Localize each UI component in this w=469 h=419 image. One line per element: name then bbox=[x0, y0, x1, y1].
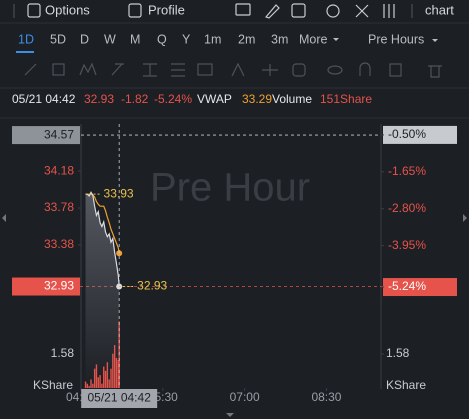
tool-text[interactable] bbox=[197, 63, 213, 76]
volume-bar bbox=[90, 379, 92, 388]
timeframe-tab[interactable]: Pre Hours bbox=[368, 32, 424, 46]
watermark: Pre Hour bbox=[150, 166, 310, 210]
timeframe-tab[interactable]: 2m bbox=[238, 32, 255, 46]
options-button[interactable]: Options bbox=[45, 2, 90, 17]
compare-icon[interactable] bbox=[291, 3, 306, 18]
series-line bbox=[85, 191, 120, 287]
tool-ray[interactable] bbox=[111, 63, 124, 76]
volume-bar bbox=[117, 360, 119, 388]
layout-icon[interactable] bbox=[383, 4, 395, 18]
tool-lock[interactable] bbox=[389, 63, 402, 77]
vwap-point bbox=[116, 250, 123, 257]
volume-bar bbox=[106, 362, 109, 388]
info-volume-label: Volume bbox=[272, 92, 312, 106]
volume-unit: KShare bbox=[33, 378, 73, 392]
tool-wave[interactable] bbox=[79, 62, 97, 76]
volume-bar bbox=[112, 353, 114, 388]
info-vwap-label: VWAP bbox=[197, 92, 232, 106]
tool-eye[interactable] bbox=[327, 65, 343, 75]
y2-tick-label: -1.65% bbox=[388, 164, 426, 178]
volume-bar bbox=[99, 375, 101, 388]
timeframe-tab[interactable]: 1m bbox=[204, 32, 221, 46]
tool-rect[interactable] bbox=[52, 63, 65, 76]
cursor-time-box bbox=[81, 389, 158, 408]
annotation-label: 33.93 bbox=[104, 186, 134, 200]
volume-bar bbox=[104, 370, 107, 388]
drawing-tools bbox=[24, 62, 442, 78]
y2-tick-label: -5.24% bbox=[388, 279, 426, 293]
tool-pitch[interactable] bbox=[231, 62, 245, 77]
annotation-label: 32.93 bbox=[137, 279, 167, 293]
volume-bar bbox=[84, 381, 87, 388]
info-vwap: 33.29 bbox=[242, 92, 272, 106]
y-tick-label: 34.18 bbox=[44, 163, 74, 177]
timeframe-tab[interactable]: More bbox=[299, 32, 328, 46]
scroll-right[interactable] bbox=[463, 214, 467, 222]
dropdown-arrow bbox=[333, 38, 339, 41]
tick-highlight bbox=[12, 277, 80, 296]
settings-icon[interactable] bbox=[326, 4, 340, 18]
timeframe-tab[interactable]: 1D bbox=[18, 32, 34, 46]
volume-bar bbox=[101, 383, 103, 388]
volume-bar bbox=[93, 368, 96, 388]
x-tick-label: 08:30 bbox=[311, 390, 341, 404]
info-change-pct: -5.24% bbox=[154, 92, 192, 106]
tool-fib[interactable] bbox=[143, 63, 157, 77]
scroll-down[interactable] bbox=[226, 413, 234, 417]
tool-channel[interactable] bbox=[171, 63, 185, 77]
timeframe-tab[interactable]: D bbox=[80, 32, 89, 46]
options-icon[interactable] bbox=[27, 3, 41, 18]
y-tick-label: 32.93 bbox=[44, 279, 74, 293]
y2-tick-label: -2.80% bbox=[388, 201, 426, 215]
fullscreen-icon[interactable] bbox=[355, 4, 369, 18]
volume-bar bbox=[108, 379, 110, 388]
tool-delete[interactable] bbox=[428, 65, 442, 78]
profile-icon[interactable] bbox=[128, 3, 142, 18]
x-tick-label: 07:00 bbox=[230, 390, 260, 404]
timeframe-tab[interactable]: 5D bbox=[50, 32, 66, 46]
info-change: -1.82 bbox=[121, 92, 149, 106]
tick-highlight bbox=[383, 278, 457, 297]
volume-bar bbox=[103, 366, 105, 388]
tool-note[interactable] bbox=[292, 63, 306, 77]
y-tick-label: 33.38 bbox=[44, 237, 74, 251]
toolbar-icons bbox=[235, 3, 395, 19]
draw-icon[interactable] bbox=[264, 4, 280, 19]
y-tick-label: 33.78 bbox=[44, 200, 74, 214]
scroll-left[interactable] bbox=[2, 214, 6, 222]
y2-tick-label: -3.95% bbox=[388, 238, 426, 252]
volume-unit: KShare bbox=[386, 378, 426, 392]
indicator-icon[interactable] bbox=[235, 3, 251, 16]
info-volume: 151Share bbox=[320, 92, 372, 106]
tool-magnet[interactable] bbox=[359, 62, 371, 76]
timeframe-tab[interactable]: M bbox=[130, 32, 140, 46]
volume-bar bbox=[97, 377, 99, 388]
y-tick-label: 34.57 bbox=[44, 127, 74, 141]
timeframe-tab[interactable]: W bbox=[104, 32, 116, 46]
tick-highlight bbox=[383, 125, 457, 144]
info-price: 32.93 bbox=[84, 92, 114, 106]
info-time: 05/21 04:42 bbox=[12, 92, 76, 106]
volume-bar bbox=[113, 345, 116, 388]
volume-bar bbox=[95, 364, 98, 388]
timeframe-tab[interactable]: Q bbox=[157, 32, 167, 46]
y2-tick-label: -0.50% bbox=[388, 127, 426, 141]
volume-bar bbox=[110, 368, 112, 388]
tool-measure[interactable] bbox=[262, 64, 278, 76]
profile-button[interactable]: Profile bbox=[148, 2, 185, 17]
cursor-time-label: 05/21 04:42 bbox=[87, 391, 151, 405]
chart-button[interactable]: chart bbox=[425, 2, 454, 17]
timeframe-tab[interactable]: 3m bbox=[271, 32, 288, 46]
volume-bar bbox=[92, 383, 94, 388]
volume-bar bbox=[88, 385, 90, 388]
timeframe-tab[interactable]: Y bbox=[182, 32, 191, 46]
volume-tick-label: 1.58 bbox=[386, 346, 410, 360]
tick-highlight bbox=[12, 126, 80, 145]
dropdown-arrow bbox=[432, 39, 438, 42]
volume-bar bbox=[86, 383, 89, 388]
volume-tick-label: 1.58 bbox=[51, 346, 75, 360]
tool-line[interactable] bbox=[24, 63, 37, 76]
volume-bar bbox=[115, 357, 118, 388]
